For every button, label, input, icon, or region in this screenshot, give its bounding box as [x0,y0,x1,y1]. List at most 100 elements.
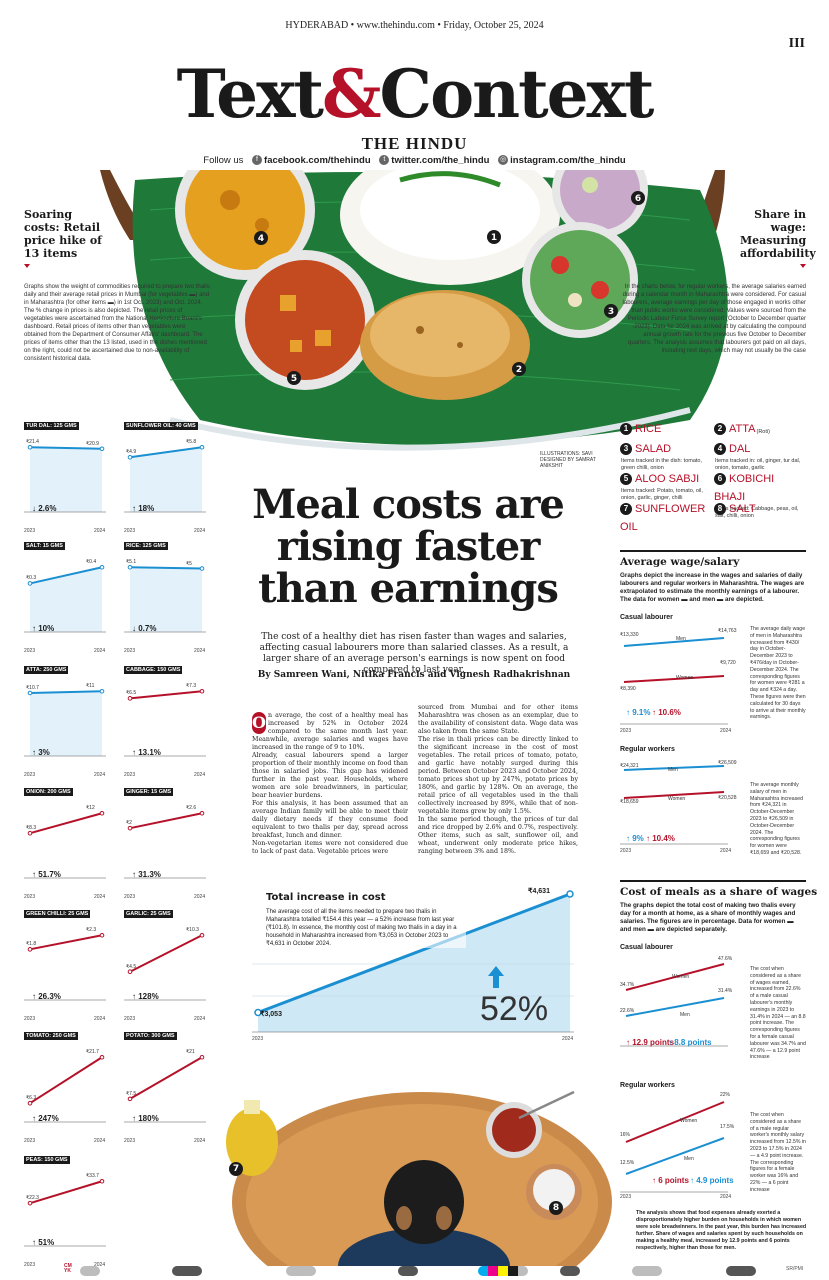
year-label-2023: 2023 [124,772,136,778]
price-2023-label: ₹4.5 [126,963,137,970]
total-chart-desc: The average cost of all the items needed… [266,908,466,948]
men-salary-line [623,765,725,771]
men-share-regular-line [625,1137,725,1175]
share-men-label-2: Men [684,1156,694,1162]
year-label-2023: 2023 [24,648,36,654]
instagram-link[interactable]: instagram.com/the_hindu [510,155,626,166]
price-2024-label: ₹5 [186,560,192,567]
casual-women-2024: ₹9,720 [720,660,736,666]
wage-casual-year-2023: 2023 [620,728,632,734]
total-line [257,892,571,1014]
legend-item-salt: 8 SALT [714,500,806,518]
registration-mark [286,1266,316,1276]
casual-men-pct-value: 9.1% [632,708,651,717]
legend-item-sunflower-oil: 7 SUNFLOWER OIL [620,500,712,536]
thali-illustration: 1 2 3 4 5 6 [100,170,728,451]
price-2023-label: ₹6.3 [26,1095,37,1102]
price-chart-atta: ATTA: 250 GMS ₹10.7 ₹11 ↑ 3% 2023 2024 [24,666,110,778]
share-footer-note: The analysis shows that food expenses al… [636,1210,807,1251]
price-point-2024 [199,810,205,816]
price-chart-svg [24,1178,106,1247]
legend-title: KOBICHI BHAJI [714,472,775,503]
price-chart-title: POTATO: 300 GMS [124,1032,177,1040]
year-label-2023: 2023 [124,1016,136,1022]
follow-label: Follow us [203,155,244,166]
price-chart-tur-dal: TUR DAL: 125 GMS ₹21.4 ₹20.9 ↓ 2.6% 2023 2024 [24,422,110,534]
share-regular-men-pts: ↑ 4.9 points [690,1176,734,1185]
price-area [130,447,202,512]
price-chart-svg [24,1054,106,1123]
legend-number-badge: 1 [620,422,632,435]
arrow-up-icon [488,966,504,988]
price-line [129,690,203,700]
men-label: Men [676,636,686,642]
share-regular-men-2023: 12.5% [620,1160,635,1166]
price-charts-grid: TUR DAL: 125 GMS ₹21.4 ₹20.9 ↓ 2.6% 2023 2024… [24,422,214,1268]
section-masthead: Text&Context [0,54,829,134]
legend-item-kobichi-bhaji: 6 KOBICHI BHAJI Items tracked: Cabbage, pe… [714,470,806,520]
regular-women-pct: ↑ 10.4% [646,834,675,843]
wage-regular-note: The average monthly salary of men in Mah… [750,782,804,856]
price-chart-title: GINGER: 15 GMS [124,788,174,796]
legend-note: Items tracked in: oil, ginger, tur dal, … [715,458,801,471]
right-intro-text: In the charts below, for regular workers… [622,284,806,354]
color-bar [478,1266,528,1276]
year-label-2024: 2024 [94,894,106,900]
article-column-2: sourced from Mumbai and for other items … [418,704,578,855]
article-byline: By Samreen Wani, Nitika Francis and Vign… [257,670,571,680]
price-point-2023 [27,1100,33,1106]
share-casual-women-2023: 34.7% [620,982,635,988]
women-label-2: Women [668,796,686,802]
registration-mark [560,1266,580,1276]
share-section-heading: Cost of meals as a share of wages [620,886,818,898]
price-change-pct: ↑ 26.3% [32,992,61,1001]
price-change-pct: ↑ 51% [32,1238,55,1247]
price-chart-garlic: GARLIC: 25 GMS ₹4.5 ₹10.3 ↑ 128% 2023 2024 [124,910,210,1022]
newspaper-logo: THE HINDU [361,134,468,153]
year-label-2023: 2023 [24,1138,36,1144]
price-point-2023 [127,564,133,570]
price-area [30,691,102,756]
share-men-label: Men [680,1012,690,1018]
left-intro-text-1: Graphs show the weight of commodities re… [24,284,210,298]
left-intro-text-2: (for vegetables ▬) and in Maharashtra (f… [24,292,210,362]
legend-note: Items tracked: Cabbage, peas, oil, salt,… [715,506,799,519]
legend-title: RICE [635,422,662,435]
dish-badge-1: 1 [491,233,497,243]
illustration-credit: ILLUSTRATIONS: SAVI DESIGNED BY SAMRAT A… [540,451,596,469]
price-2024-label: ₹2.3 [86,927,97,934]
price-chart-title: RICE: 125 GMS [124,542,168,550]
share-regular-women-2024: 22% [720,1092,731,1098]
total-area [258,894,570,1032]
dish-badge-4: 4 [258,234,264,244]
share-casual-men-pts: ↑ 8.8 points [668,1038,712,1047]
legend-item-dal: 4 DAL Items tracked in: oil, ginger, tur d… [714,440,806,472]
price-line [129,934,203,973]
price-chart-cabbage: CABBAGE: 150 GMS ₹6.5 ₹7.3 ↑ 13.1% 2023 2024 [124,666,210,778]
price-2024-label: ₹10.3 [186,927,199,934]
share-regular-men-2024: 17.5% [720,1124,735,1130]
legend-number-badge: 4 [714,442,726,455]
twitter-link[interactable]: twitter.com/the_hindu [391,155,490,166]
year-label-2023: 2023 [24,894,36,900]
price-chart-salt: SALT: 15 GMS ₹0.3 ₹0.4 ↑ 10% 2023 2024 [24,542,110,654]
price-chart-ginger: GINGER: 15 GMS ₹2 ₹2.6 ↑ 31.3% 2023 2024 [124,788,210,900]
price-2023-label: ₹4.9 [126,449,137,456]
share-casual-chart [620,963,728,1047]
left-intro-heading: Soaring costs: Retail price hike of 13 i… [24,208,104,268]
share-casual-women-2024: 47.6% [718,956,733,962]
price-change-pct: ↑ 128% [132,992,159,1001]
price-chart-title: ATTA: 250 GMS [24,666,69,674]
price-line [29,812,103,835]
year-label-2024: 2024 [94,648,106,654]
registration-mark [398,1266,418,1276]
price-2023-label: ₹10.7 [26,685,39,691]
price-line [29,446,103,450]
legend-number-badge: 6 [714,472,726,485]
women-share-line [625,963,725,991]
price-chart-title: ONION: 200 GMS [24,788,73,796]
article-column-1-text: n average, the cost of a healthy meal ha… [252,712,408,855]
facebook-link[interactable]: facebook.com/thehindu [264,155,371,166]
legend-title: SUNFLOWER OIL [620,502,706,533]
